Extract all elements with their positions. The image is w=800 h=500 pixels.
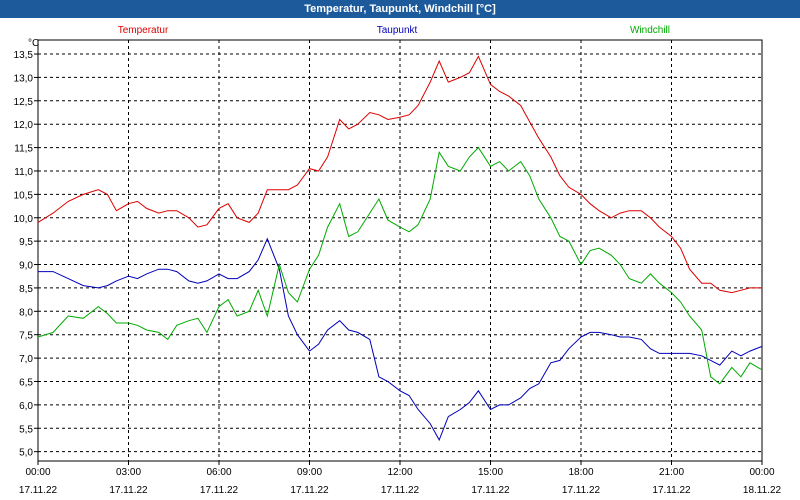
series-lines [37, 55, 763, 442]
chart-title: Temperatur, Taupunkt, Windchill [°C] [304, 3, 496, 15]
series-line-windchill [37, 146, 763, 385]
x-tick-time-label: 18:00 [568, 467, 593, 478]
legend-entry-windchill: Windchill [630, 25, 670, 36]
plot-frame [37, 39, 763, 462]
axes: 5,0 5,5 6,0 6,5 7,0 7,5 8,0 8,5 9,0 9,5 10,0 10,5 11… [14, 38, 782, 496]
y-tick-label: 6,5 [19, 377, 33, 388]
x-tick-time-label: 09:00 [297, 467, 322, 478]
x-tick-date-label: 17.11.22 [200, 485, 239, 496]
y-tick-label: 12,0 [14, 120, 34, 131]
y-tick-label: 5,0 [19, 448, 33, 459]
series-line-temperatur [37, 55, 762, 294]
window-title-bar: Temperatur, Taupunkt, Windchill [°C] [0, 0, 800, 18]
x-tick-time-label: 12:00 [387, 467, 412, 478]
x-tick-date-label: 18.11.22 [743, 485, 782, 496]
y-tick-label: 5,5 [19, 424, 33, 435]
x-tick-time-label: 21:00 [659, 467, 684, 478]
x-tick-date-label: 17.11.22 [652, 485, 691, 496]
y-tick-label: 13,5 [14, 50, 34, 61]
x-tick-time-label: 00:00 [749, 467, 774, 478]
x-tick-date-label: 17.11.22 [109, 485, 148, 496]
legend: Temperatur Taupunkt Windchill [118, 25, 670, 36]
y-tick-label: 9,0 [19, 261, 33, 272]
y-tick-label: 13,0 [14, 73, 34, 84]
y-tick-label: 9,5 [19, 237, 33, 248]
series-line-taupunkt [38, 237, 763, 442]
grid [38, 40, 762, 461]
y-unit-label: °C [28, 38, 39, 49]
y-tick-label: 10,0 [14, 214, 34, 225]
x-tick-date-label: 17.11.22 [19, 485, 58, 496]
x-tick-date-label: 17.11.22 [381, 485, 420, 496]
legend-entry-taupunkt: Taupunkt [377, 25, 418, 36]
legend-entry-temperatur: Temperatur [118, 25, 169, 36]
y-tick-label: 11,5 [14, 144, 33, 155]
line-chart: 5,0 5,5 6,0 6,5 7,0 7,5 8,0 8,5 9,0 9,5 10,0 10,5 11… [14, 25, 782, 496]
y-tick-label: 10,5 [14, 190, 34, 201]
y-tick-label: 6,0 [19, 401, 33, 412]
y-tick-label: 7,0 [19, 354, 33, 365]
x-tick-date-label: 17.11.22 [562, 485, 601, 496]
y-tick-label: 8,0 [19, 307, 33, 318]
y-tick-label: 12,5 [14, 97, 34, 108]
x-tick-time-label: 06:00 [206, 467, 231, 478]
y-tick-label: 7,5 [19, 331, 33, 342]
x-tick-date-label: 17.11.22 [471, 485, 510, 496]
y-tick-label: 11,0 [14, 167, 33, 178]
x-tick-time-label: 03:00 [116, 467, 141, 478]
x-tick-time-label: 00:00 [25, 467, 50, 478]
x-tick-time-label: 15:00 [478, 467, 503, 478]
y-tick-label: 8,5 [19, 284, 33, 295]
x-tick-date-label: 17.11.22 [290, 485, 329, 496]
